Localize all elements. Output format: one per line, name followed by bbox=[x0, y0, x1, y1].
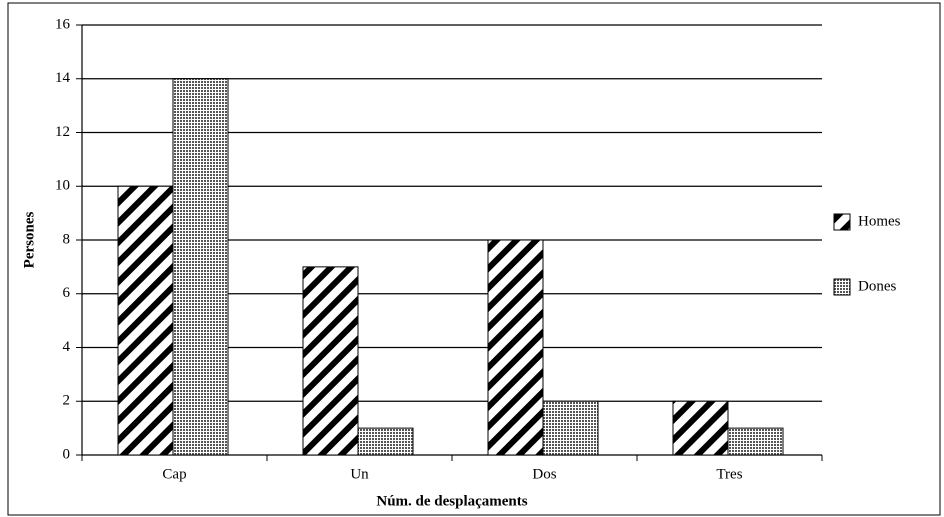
y-tick-label: 8 bbox=[63, 231, 71, 247]
y-tick-label: 2 bbox=[63, 393, 71, 409]
frame bbox=[7, 2, 941, 516]
y-tick-label: 12 bbox=[55, 124, 70, 140]
x-axis-label: Núm. de desplaçaments bbox=[376, 493, 527, 509]
x-tick-label: Un bbox=[350, 466, 369, 482]
y-tick-label: 10 bbox=[55, 178, 70, 194]
bar bbox=[672, 400, 729, 456]
y-tick-label: 16 bbox=[55, 16, 71, 32]
y-axis-label: Persones bbox=[21, 212, 37, 269]
bar bbox=[542, 400, 599, 456]
legend-swatch bbox=[833, 278, 851, 296]
bar bbox=[487, 239, 544, 456]
y-tick-label: 4 bbox=[63, 339, 71, 355]
legend-label: Dones bbox=[858, 278, 896, 294]
x-tick-label: Tres bbox=[716, 466, 742, 482]
x-tick-label: Dos bbox=[532, 466, 556, 482]
bar bbox=[727, 427, 784, 456]
legend-swatch bbox=[833, 213, 851, 231]
bar bbox=[172, 78, 229, 456]
legend-label: Homes bbox=[858, 213, 901, 229]
y-tick-label: 0 bbox=[63, 446, 71, 462]
bar bbox=[302, 266, 359, 456]
y-tick-label: 14 bbox=[55, 70, 71, 86]
y-tick-label: 6 bbox=[63, 285, 71, 301]
bar bbox=[117, 185, 174, 456]
bar bbox=[357, 427, 414, 456]
x-tick-label: Cap bbox=[162, 466, 186, 482]
